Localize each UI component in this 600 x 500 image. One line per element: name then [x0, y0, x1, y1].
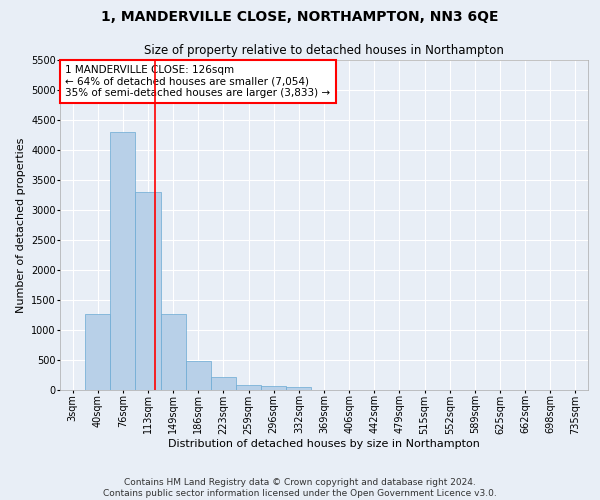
Bar — [110, 132, 136, 390]
Y-axis label: Number of detached properties: Number of detached properties — [16, 138, 26, 312]
Bar — [161, 314, 186, 390]
Bar — [211, 377, 236, 390]
Bar — [236, 384, 261, 390]
Bar — [261, 386, 286, 390]
Text: 1, MANDERVILLE CLOSE, NORTHAMPTON, NN3 6QE: 1, MANDERVILLE CLOSE, NORTHAMPTON, NN3 6… — [101, 10, 499, 24]
Text: Contains HM Land Registry data © Crown copyright and database right 2024.
Contai: Contains HM Land Registry data © Crown c… — [103, 478, 497, 498]
Bar — [85, 314, 110, 390]
Bar — [136, 192, 161, 390]
Text: 1 MANDERVILLE CLOSE: 126sqm
← 64% of detached houses are smaller (7,054)
35% of : 1 MANDERVILLE CLOSE: 126sqm ← 64% of det… — [65, 65, 331, 98]
X-axis label: Distribution of detached houses by size in Northampton: Distribution of detached houses by size … — [168, 439, 480, 449]
Bar — [186, 360, 211, 390]
Bar — [286, 386, 311, 390]
Title: Size of property relative to detached houses in Northampton: Size of property relative to detached ho… — [144, 44, 504, 58]
